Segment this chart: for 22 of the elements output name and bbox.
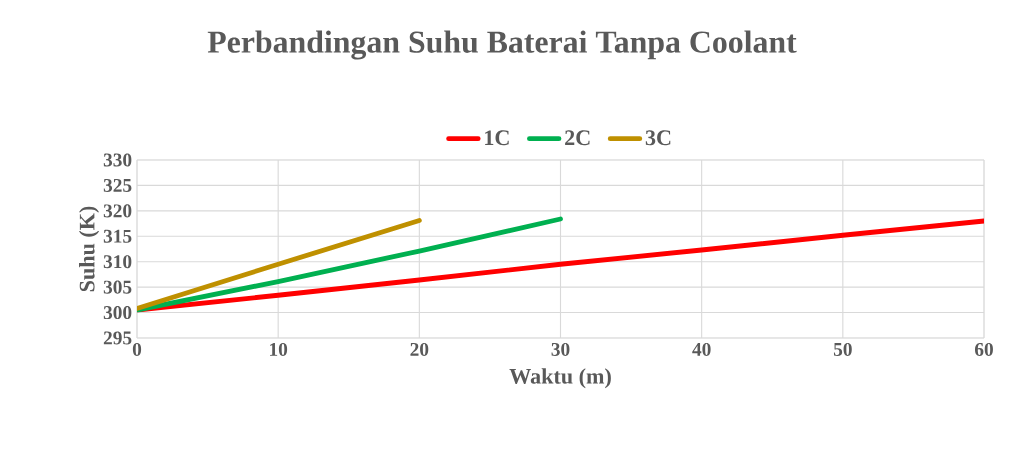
x-tick-label: 30 <box>551 342 570 356</box>
y-axis-title: Suhu (K) <box>79 206 100 292</box>
x-tick-label: 60 <box>974 342 993 356</box>
x-tick-label: 40 <box>692 342 711 356</box>
y-tick-label: 310 <box>103 255 132 269</box>
y-tick-label: 295 <box>103 331 132 345</box>
y-tick-label: 315 <box>103 229 132 243</box>
y-tick-label: 330 <box>103 153 132 167</box>
x-tick-label: 10 <box>270 342 288 356</box>
chart-title: Perbandingan Suhu Baterai Tanpa Coolant <box>207 30 797 60</box>
legend-label: 1C <box>485 130 509 146</box>
y-tick-label: 325 <box>103 178 132 192</box>
x-axis-title: Waktu (m) <box>509 368 611 389</box>
x-tick-label: 50 <box>833 342 852 356</box>
y-tick-label: 300 <box>103 306 132 320</box>
x-tick-label: 20 <box>410 342 429 356</box>
y-tick-label: 305 <box>103 280 132 294</box>
legend-label: 2C <box>565 130 590 146</box>
legend-label: 3C <box>645 130 671 146</box>
y-tick-label: 320 <box>103 204 132 218</box>
line-series <box>137 216 563 313</box>
x-tick-label: 0 <box>132 342 142 356</box>
